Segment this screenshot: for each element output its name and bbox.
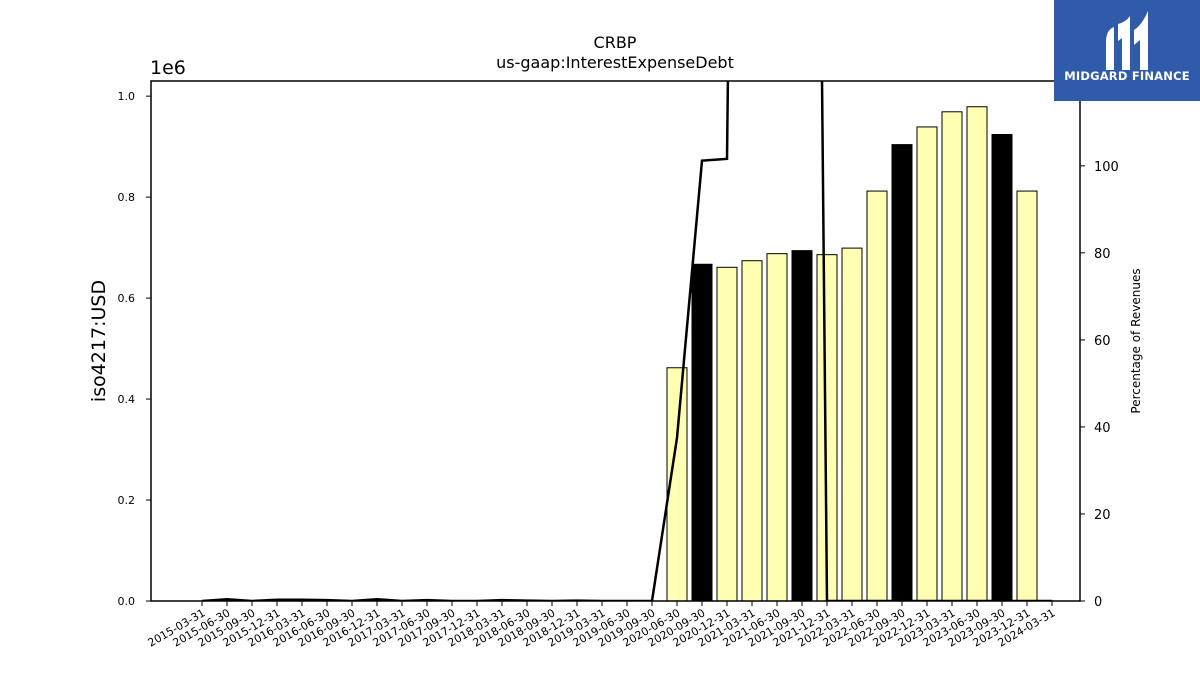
bar-2020-09-30 bbox=[691, 263, 713, 602]
y2-tick-label: 60 bbox=[1094, 334, 1111, 349]
y2-axis-label: Percentage of Revenues bbox=[1129, 268, 1143, 413]
y-offset-label: 1e6 bbox=[150, 57, 186, 79]
chart-title: CRBP bbox=[594, 33, 637, 52]
y-axis-label: iso4217:USD bbox=[88, 280, 110, 402]
bar-2021-06-30 bbox=[766, 253, 788, 602]
y2-tick-label: 80 bbox=[1094, 247, 1111, 262]
bar-2023-03-31 bbox=[941, 111, 963, 602]
bar-2021-03-31 bbox=[741, 260, 763, 602]
plot-frame bbox=[150, 80, 1081, 602]
midgard-finance-logo: MIDGARD FINANCE bbox=[1054, 0, 1200, 101]
y-tick-label: 1.0 bbox=[118, 90, 136, 103]
y2-tick-label: 100 bbox=[1094, 160, 1119, 175]
y-tick-label: 0.6 bbox=[118, 292, 136, 305]
bar-2020-12-31 bbox=[716, 266, 738, 602]
chart-subtitle: us-gaap:InterestExpenseDebt bbox=[496, 53, 734, 72]
y-tick-label: 0.2 bbox=[118, 494, 136, 507]
y2-tick-label: 0 bbox=[1094, 595, 1102, 610]
bar-2023-06-30 bbox=[966, 106, 988, 602]
bar-2021-09-30 bbox=[791, 250, 813, 602]
y-tick-label: 0.0 bbox=[118, 595, 136, 608]
logo-mark-icon bbox=[1106, 11, 1148, 70]
y2-tick-label: 20 bbox=[1094, 508, 1111, 523]
bar-2022-09-30 bbox=[891, 144, 913, 602]
bar-2022-03-31 bbox=[841, 247, 863, 602]
bar-2022-12-31 bbox=[916, 126, 938, 602]
logo-text: MIDGARD FINANCE bbox=[1064, 69, 1190, 83]
y2-tick-label: 40 bbox=[1094, 421, 1111, 436]
y-tick-label: 0.8 bbox=[118, 191, 136, 204]
y-tick-label: 0.4 bbox=[118, 393, 136, 406]
bar-2023-09-30 bbox=[991, 134, 1013, 602]
bar-2022-06-30 bbox=[866, 190, 888, 602]
bar-2023-12-31 bbox=[1016, 190, 1038, 602]
